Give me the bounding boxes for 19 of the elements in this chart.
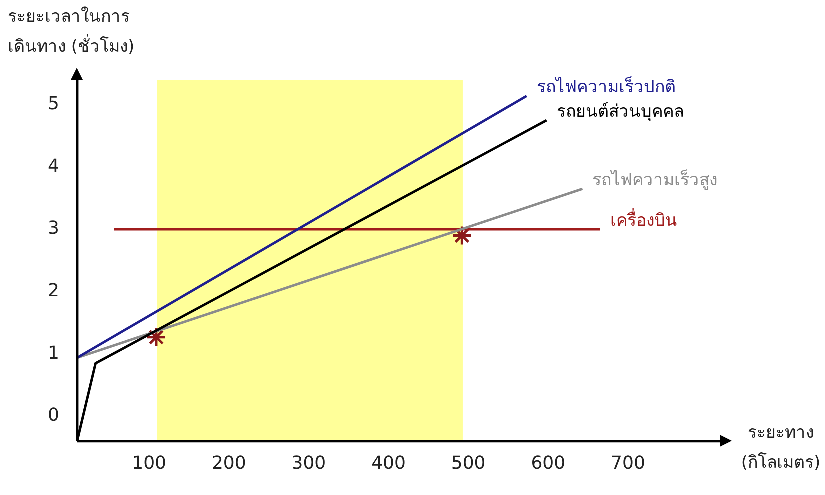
y-axis-title: ระยะเวลาในการเดินทาง (ชั่วโมง) xyxy=(8,6,136,59)
x-axis-title: ระยะทาง (กิโลเมตร) xyxy=(740,422,822,475)
series-label: รถไฟความเร็วปกติ xyxy=(536,76,676,98)
series-label: รถยนต์ส่วนบุคคล xyxy=(556,102,684,122)
x-tick-label: 500 xyxy=(451,452,486,474)
x-tick-label: 400 xyxy=(372,452,406,474)
y-tick-label: 2 xyxy=(48,280,60,302)
x-tick-label: 600 xyxy=(531,452,566,474)
y-tick-label: 1 xyxy=(48,342,60,364)
y-tick-label: 5 xyxy=(48,94,60,115)
series-label: เครื่องบิน xyxy=(610,208,678,231)
y-tick-label: 3 xyxy=(48,218,60,240)
x-tick-label: 300 xyxy=(292,452,326,474)
x-tick-label: 100 xyxy=(132,452,166,474)
x-tick-label: 200 xyxy=(212,452,246,474)
x-tick-label: 700 xyxy=(611,452,646,474)
y-tick-label: 0 xyxy=(48,405,60,426)
series-label: รถไฟความเร็วสูง xyxy=(592,168,718,190)
y-tick-label: 4 xyxy=(48,156,60,177)
